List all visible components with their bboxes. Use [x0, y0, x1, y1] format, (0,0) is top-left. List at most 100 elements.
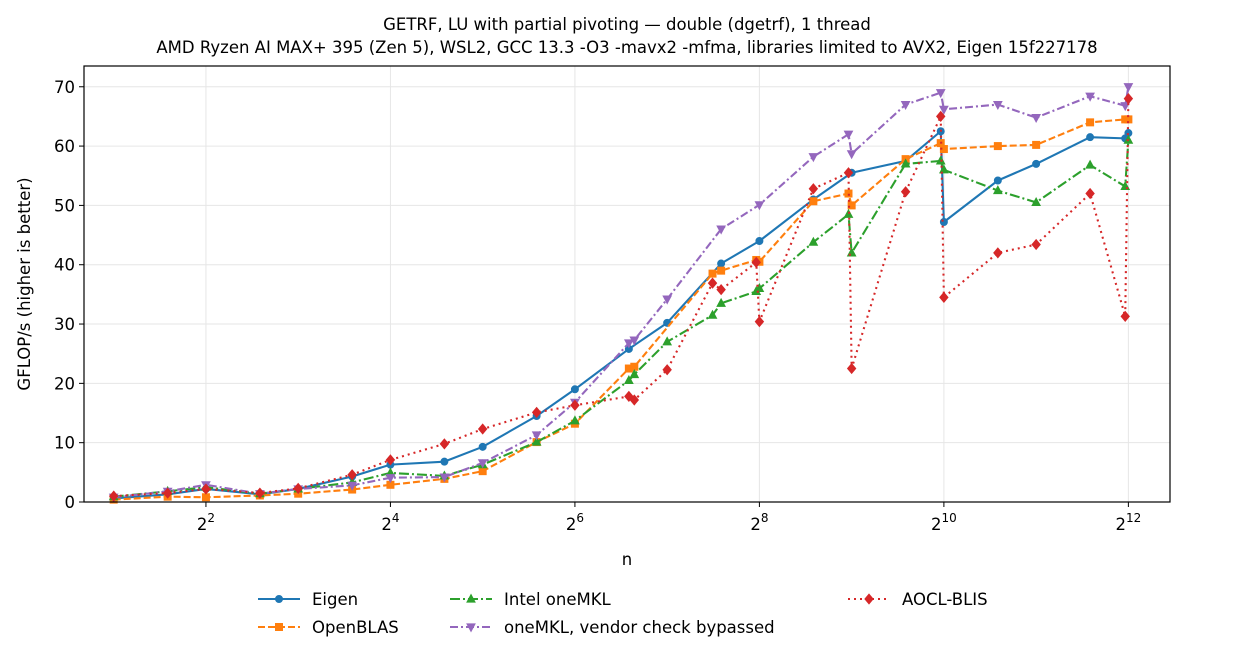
data-point	[108, 490, 119, 502]
data-point	[900, 158, 911, 168]
y-tick-label: 0	[65, 493, 76, 512]
x-tick-label: 26	[566, 511, 584, 534]
legend-marker	[274, 595, 283, 604]
data-point	[1123, 93, 1134, 105]
legend-label: OpenBLAS	[312, 618, 399, 637]
series-line-eigen	[113, 130, 1130, 500]
data-point	[255, 487, 265, 499]
y-axis-label: GFLOP/s (higher is better)	[15, 177, 34, 390]
y-tick-label: 70	[54, 78, 75, 97]
series-line-openblas	[113, 118, 1129, 501]
series-aocl-blis	[108, 93, 1134, 502]
data-point	[385, 454, 396, 466]
series-line-intel-onemkl	[113, 140, 1130, 498]
x-tick-label: 28	[750, 511, 768, 534]
data-point	[936, 110, 946, 123]
data-point	[478, 467, 487, 476]
y-tick-label: 50	[54, 196, 75, 215]
data-point	[846, 150, 857, 160]
data-point	[809, 197, 818, 206]
data-point	[755, 236, 764, 245]
series-line-aocl-blis	[113, 98, 1130, 498]
data-point	[808, 183, 819, 195]
data-point	[1031, 238, 1041, 251]
data-point	[754, 201, 765, 211]
data-point	[201, 483, 211, 495]
legend-item-intel-onemkl: Intel oneMKL	[450, 590, 612, 609]
data-point	[440, 457, 449, 466]
data-point	[900, 100, 911, 111]
data-point	[477, 423, 488, 435]
data-point	[716, 225, 726, 235]
data-point	[385, 474, 396, 484]
data-point	[662, 295, 673, 305]
data-point	[716, 284, 726, 296]
x-tick-label: 24	[381, 511, 399, 534]
data-point	[846, 362, 857, 375]
data-point	[1120, 310, 1130, 322]
data-point	[662, 364, 672, 376]
gridlines	[84, 66, 1170, 503]
data-point	[624, 339, 634, 349]
legend-marker	[466, 593, 476, 603]
data-point	[477, 459, 488, 469]
y-tick-label: 10	[54, 434, 75, 453]
data-point	[992, 185, 1003, 195]
legend: Eigen OpenBLAS Intel oneMKL oneMKL, vendor …	[258, 590, 988, 637]
data-point	[531, 431, 542, 441]
data-point	[531, 436, 542, 446]
legend-marker	[274, 623, 283, 632]
data-point	[1086, 133, 1095, 142]
data-point	[439, 473, 450, 483]
x-tick-label: 22	[197, 511, 215, 534]
data-point	[531, 406, 542, 419]
legend-label: oneMKL, vendor check bypassed	[504, 618, 775, 637]
data-point	[1032, 159, 1041, 168]
data-point	[992, 100, 1003, 111]
data-point	[847, 201, 856, 210]
legend-item-eigen: Eigen	[258, 590, 358, 609]
data-point	[1031, 114, 1042, 124]
data-point	[751, 256, 761, 268]
data-point	[993, 247, 1003, 259]
data-point	[629, 369, 640, 379]
data-point	[662, 336, 673, 346]
x-tick-label: 212	[1115, 511, 1141, 534]
data-point	[1085, 159, 1095, 169]
data-point	[293, 482, 303, 494]
data-point	[347, 469, 357, 481]
plot-frame	[83, 65, 1171, 503]
data-point	[843, 167, 854, 179]
data-point	[1032, 140, 1041, 149]
data-point	[993, 142, 1002, 151]
data-point	[1031, 196, 1042, 207]
data-point	[570, 415, 580, 425]
data-point	[201, 493, 210, 502]
legend-label: AOCL-BLIS	[902, 590, 988, 609]
data-point	[1085, 187, 1095, 200]
data-point	[629, 394, 640, 406]
y-axis-ticks: 0 10 20 30 40 50 60 70	[54, 78, 84, 512]
series-intel-onemkl	[108, 134, 1134, 501]
data-point	[1123, 83, 1134, 93]
data-point	[162, 487, 173, 499]
data-point	[707, 277, 718, 289]
series-line-onemkl-vendor-check-bypassed	[113, 86, 1130, 499]
data-point	[347, 481, 358, 491]
data-point	[629, 336, 640, 346]
y-tick-label: 20	[54, 374, 75, 393]
data-point	[708, 269, 717, 278]
series-layer	[108, 83, 1134, 504]
data-point	[993, 176, 1002, 185]
data-point	[900, 186, 911, 198]
data-point	[717, 266, 726, 275]
data-point	[754, 283, 765, 293]
x-axis-ticks: 22 24 26 28 210 212	[197, 502, 1141, 534]
data-point	[935, 89, 946, 99]
data-point	[624, 374, 634, 384]
data-point	[844, 189, 853, 198]
data-point	[717, 259, 726, 268]
series-openblas	[109, 115, 1133, 504]
data-point	[570, 399, 580, 411]
